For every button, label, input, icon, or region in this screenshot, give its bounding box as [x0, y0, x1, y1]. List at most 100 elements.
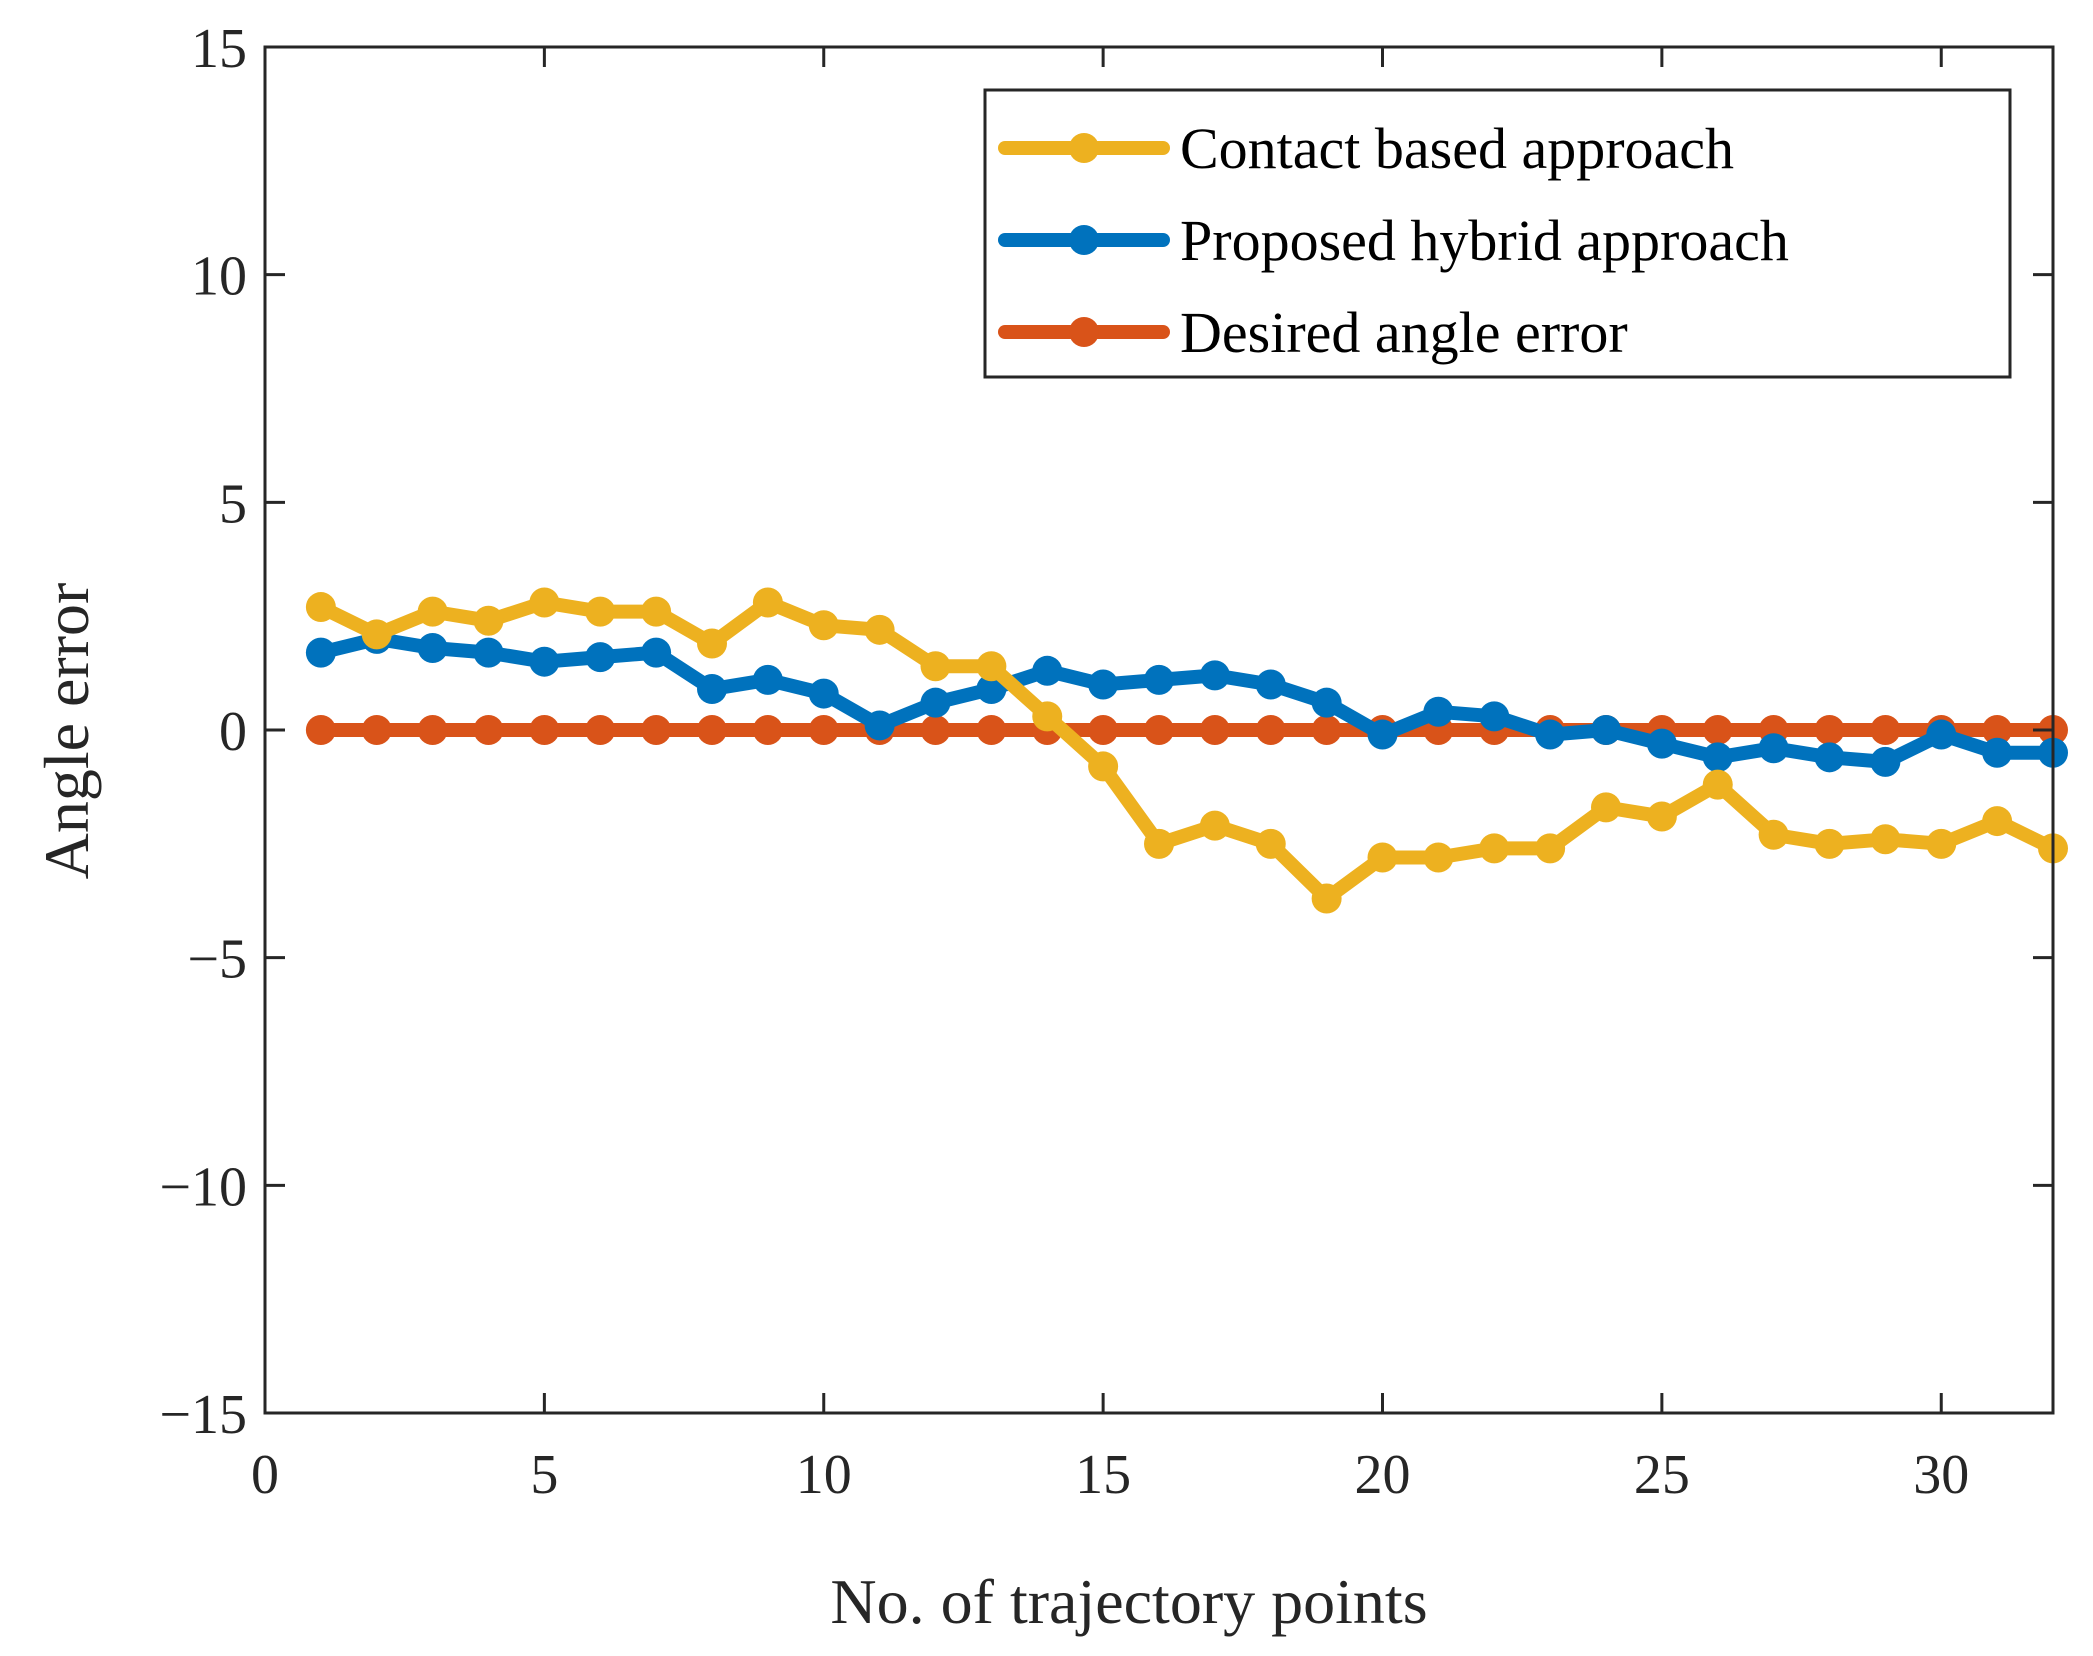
data-point-proposed-hybrid-approach-23	[1535, 719, 1566, 750]
data-point-desired-angle-error-17	[1199, 715, 1230, 745]
data-point-contact-based-approach-29	[1870, 824, 1901, 855]
x-tick-label-20: 20	[1355, 1444, 1411, 1506]
data-point-contact-based-approach-22	[1479, 833, 1510, 864]
data-point-proposed-hybrid-approach-4	[473, 637, 504, 668]
data-point-proposed-hybrid-approach-25	[1646, 728, 1677, 759]
data-point-contact-based-approach-1	[305, 592, 336, 623]
data-point-contact-based-approach-26	[1702, 769, 1733, 800]
legend-swatch-marker-contact-based-approach	[1069, 133, 1099, 163]
data-point-contact-based-approach-28	[1814, 828, 1845, 859]
x-tick-label-10: 10	[796, 1444, 852, 1506]
data-point-contact-based-approach-10	[808, 610, 839, 641]
data-point-proposed-hybrid-approach-27	[1758, 733, 1789, 764]
data-point-desired-angle-error-2	[361, 715, 392, 745]
data-point-proposed-hybrid-approach-6	[585, 642, 616, 673]
data-point-contact-based-approach-9	[752, 587, 783, 618]
data-point-proposed-hybrid-approach-8	[697, 674, 727, 705]
data-point-contact-based-approach-2	[361, 619, 392, 650]
legend-swatch-marker-desired-angle-error	[1069, 317, 1099, 347]
data-point-desired-angle-error-18	[1255, 715, 1286, 745]
data-point-proposed-hybrid-approach-21	[1423, 696, 1454, 727]
legend-entry-contact-based-approach: Contact based approach	[998, 116, 1734, 181]
data-point-contact-based-approach-31	[1982, 806, 2013, 837]
data-point-proposed-hybrid-approach-30	[1926, 719, 1957, 750]
data-point-proposed-hybrid-approach-28	[1814, 742, 1845, 773]
data-point-desired-angle-error-7	[641, 715, 672, 745]
legend-label-desired-angle-error: Desired angle error	[1180, 300, 1628, 365]
data-point-proposed-hybrid-approach-19	[1311, 687, 1342, 718]
data-point-contact-based-approach-11	[864, 614, 895, 645]
data-point-desired-angle-error-9	[752, 715, 783, 745]
y-tick-label-15: 15	[191, 18, 247, 80]
data-point-contact-based-approach-18	[1255, 828, 1286, 859]
data-point-contact-based-approach-24	[1591, 792, 1621, 823]
y-tick-label-10: 10	[191, 246, 247, 308]
data-point-proposed-hybrid-approach-22	[1479, 701, 1510, 732]
data-point-proposed-hybrid-approach-18	[1255, 669, 1286, 700]
data-point-contact-based-approach-8	[697, 628, 727, 659]
y-tick-label--10: −10	[159, 1156, 247, 1218]
x-axis-title: No. of trajectory points	[830, 1566, 1427, 1637]
legend-label-proposed-hybrid-approach: Proposed hybrid approach	[1180, 208, 1789, 273]
data-point-contact-based-approach-14	[1032, 701, 1063, 732]
legend-swatch-marker-proposed-hybrid-approach	[1069, 225, 1099, 255]
data-point-desired-angle-error-13	[976, 715, 1007, 745]
data-point-proposed-hybrid-approach-15	[1088, 669, 1119, 700]
data-point-contact-based-approach-23	[1535, 833, 1566, 864]
data-point-contact-based-approach-19	[1311, 883, 1342, 914]
y-axis-title: Angle error	[31, 583, 102, 880]
y-tick-label--15: −15	[159, 1384, 247, 1446]
series-layer	[305, 587, 2068, 914]
data-point-proposed-hybrid-approach-29	[1870, 746, 1901, 777]
data-point-desired-angle-error-4	[473, 715, 504, 745]
series-contact-based-approach	[305, 587, 2068, 914]
data-point-desired-angle-error-3	[417, 715, 448, 745]
x-tick-label-25: 25	[1634, 1444, 1690, 1506]
data-point-proposed-hybrid-approach-11	[864, 710, 895, 741]
y-tick-label--5: −5	[187, 929, 247, 991]
data-point-desired-angle-error-10	[808, 715, 839, 745]
data-point-contact-based-approach-7	[641, 596, 672, 627]
data-point-contact-based-approach-13	[976, 651, 1007, 682]
data-point-desired-angle-error-19	[1311, 715, 1342, 745]
legend-entry-proposed-hybrid-approach: Proposed hybrid approach	[998, 208, 1789, 273]
data-point-contact-based-approach-27	[1758, 819, 1789, 850]
y-tick-label-0: 0	[219, 701, 247, 763]
data-point-contact-based-approach-30	[1926, 828, 1957, 859]
x-tick-label-30: 30	[1913, 1444, 1969, 1506]
data-point-proposed-hybrid-approach-3	[417, 633, 448, 664]
data-point-proposed-hybrid-approach-24	[1591, 715, 1621, 745]
data-point-proposed-hybrid-approach-7	[641, 637, 672, 668]
data-point-proposed-hybrid-approach-20	[1367, 719, 1398, 750]
legend: Contact based approach Proposed hybrid ap…	[983, 88, 2012, 379]
data-point-contact-based-approach-15	[1088, 751, 1119, 782]
data-point-proposed-hybrid-approach-14	[1032, 655, 1063, 686]
data-point-contact-based-approach-4	[473, 605, 504, 636]
legend-label-contact-based-approach: Contact based approach	[1180, 116, 1734, 181]
data-point-desired-angle-error-1	[305, 715, 336, 745]
data-point-desired-angle-error-5	[529, 715, 560, 745]
axes-layer: 0 5 10 15 20 25 30 −15 −10 −5 0 5 10 15	[159, 18, 2055, 1506]
data-point-contact-based-approach-21	[1423, 842, 1454, 873]
data-point-desired-angle-error-28	[1814, 715, 1845, 745]
x-tick-label-5: 5	[530, 1444, 558, 1506]
data-point-contact-based-approach-16	[1144, 828, 1174, 859]
legend-entry-desired-angle-error: Desired angle error	[998, 300, 1628, 365]
x-tick-label-15: 15	[1075, 1444, 1131, 1506]
data-point-proposed-hybrid-approach-26	[1702, 742, 1733, 773]
data-point-proposed-hybrid-approach-31	[1982, 737, 2013, 768]
data-point-desired-angle-error-31	[1982, 715, 2013, 745]
y-tick-label-5: 5	[219, 473, 247, 535]
data-point-contact-based-approach-20	[1367, 842, 1398, 873]
data-point-desired-angle-error-26	[1702, 715, 1733, 745]
data-point-proposed-hybrid-approach-1	[305, 637, 336, 668]
data-point-desired-angle-error-15	[1088, 715, 1119, 745]
data-point-proposed-hybrid-approach-17	[1199, 660, 1230, 691]
data-point-proposed-hybrid-approach-5	[529, 646, 560, 677]
data-point-contact-based-approach-5	[529, 587, 560, 618]
data-point-contact-based-approach-3	[417, 596, 448, 627]
data-point-contact-based-approach-25	[1646, 801, 1677, 832]
data-point-proposed-hybrid-approach-12	[920, 687, 951, 718]
data-point-desired-angle-error-12	[920, 715, 951, 745]
